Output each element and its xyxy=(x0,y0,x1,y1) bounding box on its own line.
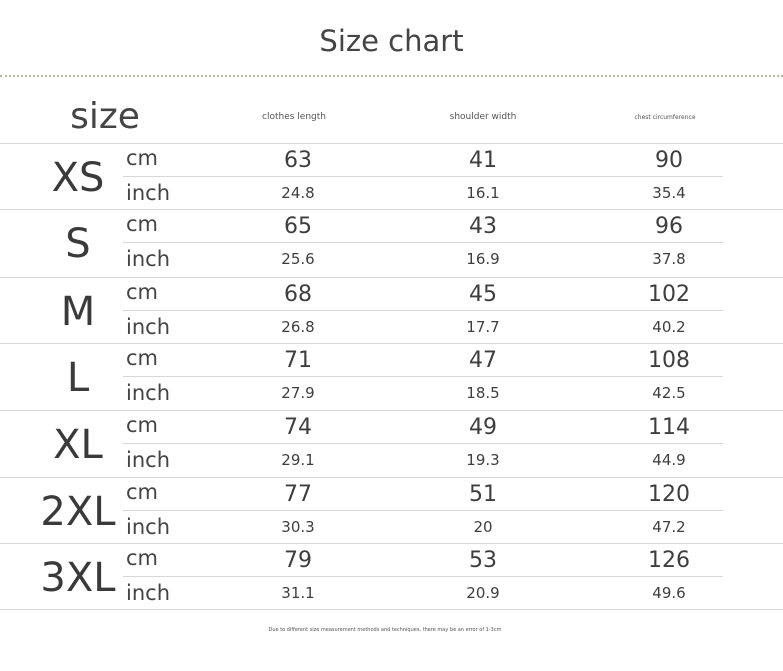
inch-value: 16.1 xyxy=(466,184,500,202)
unit-inch: inch xyxy=(126,515,170,539)
row-divider xyxy=(0,477,783,478)
unit-cm: cm xyxy=(126,346,159,370)
unit-inch: inch xyxy=(126,181,170,205)
size-label: S xyxy=(65,221,91,267)
inch-value: 40.2 xyxy=(652,318,686,336)
cm-value: 74 xyxy=(284,415,312,440)
inch-value: 44.9 xyxy=(652,451,686,469)
cm-value: 53 xyxy=(469,548,497,573)
row-divider xyxy=(0,209,783,210)
row-divider xyxy=(0,609,783,610)
chart-title: Size chart xyxy=(319,24,464,58)
cm-value: 41 xyxy=(469,148,497,173)
inch-value: 19.3 xyxy=(466,451,500,469)
unit-cm: cm xyxy=(126,546,159,570)
unit-divider xyxy=(123,310,723,311)
cm-value: 120 xyxy=(648,482,690,507)
row-divider xyxy=(0,143,783,144)
inch-value: 27.9 xyxy=(281,384,315,402)
size-label: M xyxy=(60,289,96,335)
cm-value: 68 xyxy=(284,282,312,307)
size-label: 2XL xyxy=(40,489,116,535)
cm-value: 71 xyxy=(284,348,312,373)
header-chest-circumference: chest circumference xyxy=(634,114,696,121)
row-divider xyxy=(0,277,783,278)
cm-value: 45 xyxy=(469,282,497,307)
cm-value: 77 xyxy=(284,482,312,507)
unit-divider xyxy=(123,576,723,577)
unit-inch: inch xyxy=(126,381,170,405)
size-label: XS xyxy=(51,155,105,201)
size-row-XS: XS cm inch 63 24.8 41 16.1 90 35.4 xyxy=(0,143,783,209)
unit-divider xyxy=(123,176,723,177)
unit-inch: inch xyxy=(126,448,170,472)
size-row-XL: XL cm inch 74 29.1 49 19.3 114 44.9 xyxy=(0,410,783,476)
size-row-2XL: 2XL cm inch 77 30.3 51 20 120 47.2 xyxy=(0,477,783,543)
unit-cm: cm xyxy=(126,212,159,236)
unit-divider xyxy=(123,510,723,511)
inch-value: 17.7 xyxy=(466,318,500,336)
inch-value: 47.2 xyxy=(652,518,686,536)
inch-value: 20.9 xyxy=(466,584,500,602)
cm-value: 43 xyxy=(469,214,497,239)
size-header: size xyxy=(70,96,140,137)
measurement-note: Due to different size measurement method… xyxy=(268,627,502,633)
cm-value: 126 xyxy=(648,548,690,573)
cm-value: 108 xyxy=(648,348,690,373)
inch-value: 20 xyxy=(473,518,493,536)
unit-cm: cm xyxy=(126,280,159,304)
row-divider xyxy=(0,543,783,544)
cm-value: 51 xyxy=(469,482,497,507)
unit-inch: inch xyxy=(126,315,170,339)
inch-value: 29.1 xyxy=(281,451,315,469)
cm-value: 79 xyxy=(284,548,312,573)
unit-cm: cm xyxy=(126,480,159,504)
inch-value: 35.4 xyxy=(652,184,686,202)
inch-value: 49.6 xyxy=(652,584,686,602)
cm-value: 114 xyxy=(648,415,690,440)
size-label: L xyxy=(66,355,90,401)
cm-value: 47 xyxy=(469,348,497,373)
inch-value: 42.5 xyxy=(652,384,686,402)
divider xyxy=(0,75,783,77)
row-divider xyxy=(0,410,783,411)
unit-cm: cm xyxy=(126,413,159,437)
cm-value: 63 xyxy=(284,148,312,173)
cm-value: 65 xyxy=(284,214,312,239)
cm-value: 49 xyxy=(469,415,497,440)
inch-value: 30.3 xyxy=(281,518,315,536)
inch-value: 26.8 xyxy=(281,318,315,336)
unit-cm: cm xyxy=(126,146,159,170)
unit-inch: inch xyxy=(126,581,170,605)
inch-value: 25.6 xyxy=(281,250,315,268)
inch-value: 16.9 xyxy=(466,250,500,268)
unit-inch: inch xyxy=(126,247,170,271)
size-label: XL xyxy=(53,422,103,468)
row-divider xyxy=(0,343,783,344)
header-shoulder-width: shoulder width xyxy=(449,112,517,122)
size-row-3XL: 3XL cm inch 79 31.1 53 20.9 126 49.6 xyxy=(0,543,783,609)
cm-value: 96 xyxy=(655,214,683,239)
unit-divider xyxy=(123,242,723,243)
unit-divider xyxy=(123,376,723,377)
size-label: 3XL xyxy=(40,555,116,601)
header-clothes-length: clothes length xyxy=(262,112,326,122)
inch-value: 24.8 xyxy=(281,184,315,202)
unit-divider xyxy=(123,443,723,444)
inch-value: 31.1 xyxy=(281,584,315,602)
cm-value: 90 xyxy=(655,148,683,173)
inch-value: 18.5 xyxy=(466,384,500,402)
inch-value: 37.8 xyxy=(652,250,686,268)
cm-value: 102 xyxy=(648,282,690,307)
